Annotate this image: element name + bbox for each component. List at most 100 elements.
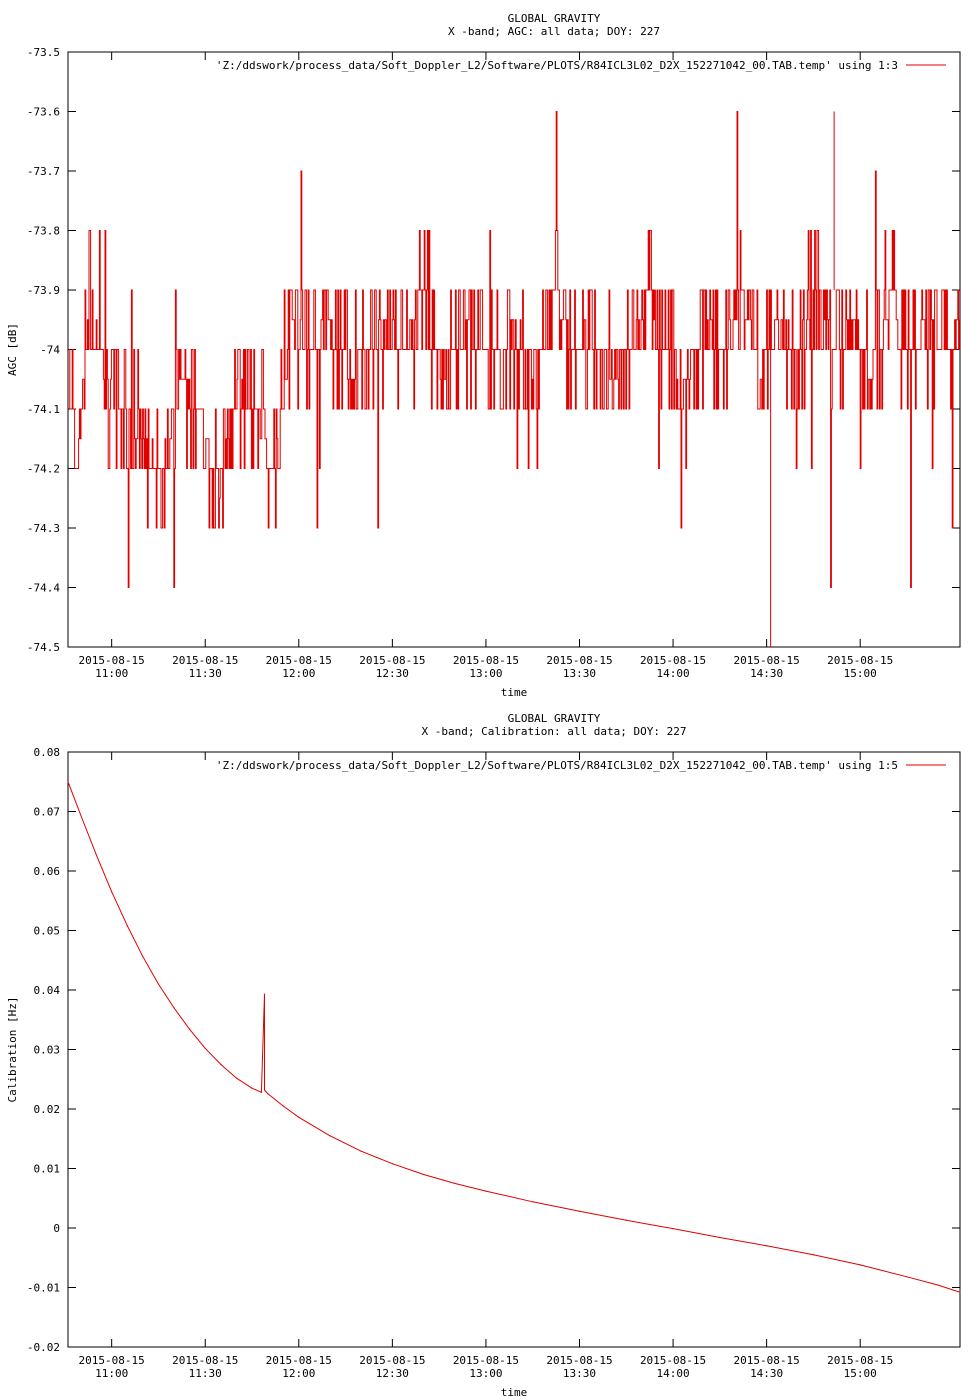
x-tick-date: 2015-08-15 bbox=[546, 654, 612, 667]
data-point bbox=[142, 956, 144, 958]
x-tick-date: 2015-08-15 bbox=[172, 654, 238, 667]
y-tick-label: -73.8 bbox=[27, 225, 60, 238]
y-tick-label: -74.5 bbox=[27, 641, 60, 654]
x-tick-date: 2015-08-15 bbox=[640, 1354, 706, 1367]
y-tick-label: 0.08 bbox=[34, 746, 61, 759]
data-point bbox=[391, 1163, 393, 1165]
x-tick-date: 2015-08-15 bbox=[453, 1354, 519, 1367]
x-tick-label: 13:30 bbox=[563, 667, 596, 680]
data-point bbox=[532, 1201, 534, 1203]
y-tick-label: 0.02 bbox=[34, 1103, 61, 1116]
x-tick-label: 14:30 bbox=[750, 667, 783, 680]
data-point bbox=[672, 1227, 674, 1230]
x-tick-label: 11:00 bbox=[95, 1367, 128, 1380]
x-tick-label: 12:00 bbox=[282, 667, 315, 680]
data-point bbox=[95, 853, 97, 855]
y-tick-label: 0.07 bbox=[34, 806, 61, 819]
x-tick-date: 2015-08-15 bbox=[266, 1354, 332, 1367]
data-point bbox=[298, 1116, 300, 1118]
data-point bbox=[111, 891, 113, 893]
x-tick-label: 14:30 bbox=[750, 1367, 783, 1380]
x-axis-label: time bbox=[501, 686, 528, 699]
chart-title: GLOBAL GRAVITY bbox=[508, 712, 601, 725]
x-tick-label: 13:30 bbox=[563, 1367, 596, 1380]
y-axis-label: AGC [dB] bbox=[6, 323, 19, 376]
y-tick-label: -0.01 bbox=[27, 1282, 60, 1295]
y-tick-label: 0.03 bbox=[34, 1044, 61, 1057]
x-tick-date: 2015-08-15 bbox=[640, 654, 706, 667]
chart-subtitle: X -band; Calibration: all data; DOY: 227 bbox=[422, 725, 687, 738]
y-tick-label: -74.3 bbox=[27, 522, 60, 535]
x-tick-label: 15:00 bbox=[844, 1367, 877, 1380]
x-tick-label: 11:30 bbox=[189, 1367, 222, 1380]
data-point bbox=[67, 781, 69, 783]
data-point bbox=[719, 1236, 721, 1239]
x-tick-label: 13:00 bbox=[469, 667, 502, 680]
y-tick-label: -74 bbox=[40, 344, 60, 357]
data-point bbox=[812, 1254, 815, 1256]
series-line-agc bbox=[69, 111, 960, 588]
y-tick-label: 0 bbox=[53, 1222, 60, 1235]
data-point bbox=[959, 1291, 961, 1293]
data-point bbox=[263, 1089, 266, 1091]
data-point bbox=[578, 1210, 581, 1212]
data-point bbox=[220, 1063, 222, 1065]
x-tick-label: 12:00 bbox=[282, 1367, 315, 1380]
data-point bbox=[360, 1150, 362, 1152]
data-point bbox=[906, 1276, 908, 1278]
y-tick-label: -73.7 bbox=[27, 165, 60, 178]
x-tick-label: 14:00 bbox=[657, 1367, 690, 1380]
y-tick-label: 0.06 bbox=[34, 865, 61, 878]
data-point bbox=[267, 1092, 269, 1095]
data-point bbox=[625, 1219, 627, 1221]
x-tick-date: 2015-08-15 bbox=[266, 654, 332, 667]
x-tick-date: 2015-08-15 bbox=[546, 1354, 612, 1367]
data-point bbox=[329, 1135, 331, 1137]
y-tick-label: -0.02 bbox=[27, 1341, 60, 1354]
legend-label: 'Z:/ddswork/process_data/Soft_Doppler_L2… bbox=[216, 59, 898, 72]
x-tick-label: 13:00 bbox=[469, 1367, 502, 1380]
y-tick-label: 0.05 bbox=[34, 925, 61, 938]
x-tick-label: 11:30 bbox=[189, 667, 222, 680]
x-tick-date: 2015-08-15 bbox=[734, 1354, 800, 1367]
data-point bbox=[485, 1190, 487, 1192]
series-line-calibration bbox=[68, 781, 960, 1293]
x-tick-date: 2015-08-15 bbox=[172, 1354, 238, 1367]
x-tick-label: 12:30 bbox=[376, 1367, 409, 1380]
x-tick-label: 14:00 bbox=[657, 667, 690, 680]
x-tick-label: 12:30 bbox=[376, 667, 409, 680]
data-point bbox=[859, 1264, 861, 1266]
x-tick-date: 2015-08-15 bbox=[79, 654, 145, 667]
y-tick-label: 0.04 bbox=[34, 984, 61, 997]
data-point bbox=[260, 1091, 262, 1093]
y-axis-label: Calibration [Hz] bbox=[6, 997, 19, 1103]
data-point bbox=[766, 1245, 768, 1247]
data-point bbox=[454, 1182, 456, 1184]
y-tick-label: -73.9 bbox=[27, 284, 60, 297]
y-tick-label: -73.6 bbox=[27, 106, 60, 119]
legend-label: 'Z:/ddswork/process_data/Soft_Doppler_L2… bbox=[216, 759, 898, 772]
y-tick-label: -74.1 bbox=[27, 403, 60, 416]
y-tick-label: -74.4 bbox=[27, 582, 60, 595]
data-point bbox=[422, 1173, 425, 1176]
x-tick-date: 2015-08-15 bbox=[827, 654, 893, 667]
x-tick-label: 11:00 bbox=[95, 667, 128, 680]
chart-title: GLOBAL GRAVITY bbox=[508, 12, 601, 25]
y-tick-label: 0.01 bbox=[34, 1163, 61, 1176]
x-tick-date: 2015-08-15 bbox=[79, 1354, 145, 1367]
x-tick-date: 2015-08-15 bbox=[359, 1354, 425, 1367]
y-tick-label: -74.2 bbox=[27, 463, 60, 476]
data-point bbox=[204, 1047, 206, 1049]
data-point bbox=[189, 1028, 191, 1030]
data-point bbox=[282, 1105, 284, 1107]
data-point bbox=[79, 813, 82, 816]
data-point bbox=[157, 983, 160, 985]
data-point bbox=[173, 1007, 175, 1009]
x-tick-date: 2015-08-15 bbox=[359, 654, 425, 667]
data-point bbox=[263, 993, 266, 995]
x-axis-label: time bbox=[501, 1386, 528, 1399]
x-tick-date: 2015-08-15 bbox=[453, 654, 519, 667]
